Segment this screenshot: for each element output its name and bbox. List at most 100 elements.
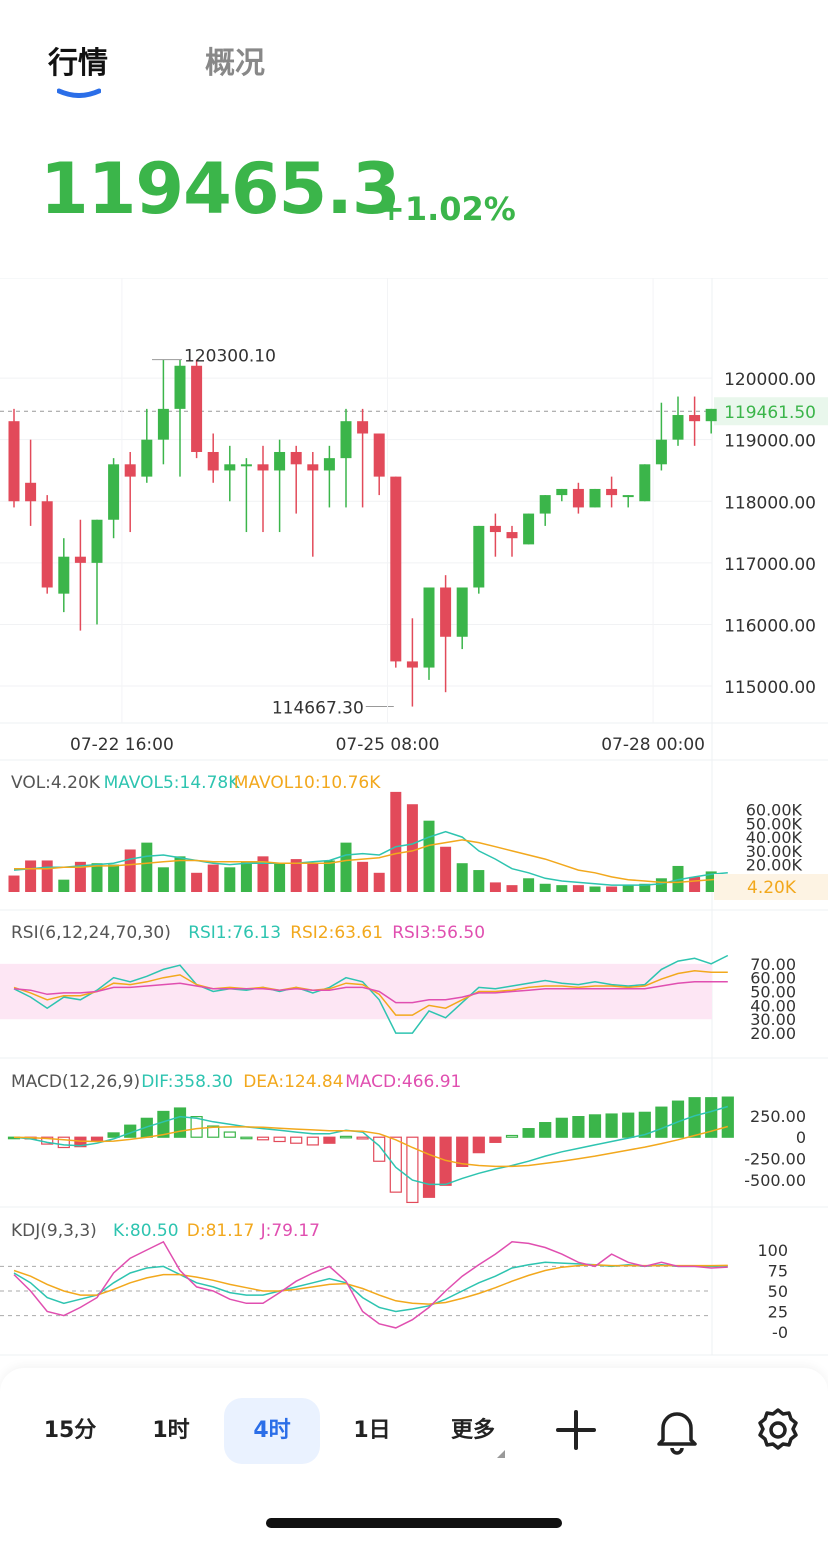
- volume-bar: [274, 863, 286, 892]
- candle-body: [406, 661, 418, 668]
- y-tick-label: -500.00: [744, 1171, 806, 1190]
- period-15m[interactable]: 15分: [43, 1418, 97, 1443]
- candle-body: [224, 464, 236, 471]
- candle-body: [124, 464, 136, 477]
- macd-histogram-bar: [240, 1136, 253, 1140]
- candle-body: [91, 519, 103, 563]
- y-tick-label: 120000.00: [724, 370, 816, 390]
- candle-body: [622, 495, 634, 498]
- macd-histogram-bar: [456, 1136, 469, 1167]
- macd-histogram-bar: [539, 1122, 552, 1138]
- candle-body: [572, 488, 584, 508]
- candle-body: [323, 458, 335, 471]
- macd-histogram-bar: [522, 1128, 535, 1138]
- period-1h[interactable]: 1时: [152, 1418, 190, 1443]
- macd-label: MACD(12,26,9): [11, 1072, 140, 1092]
- volume-bar: [655, 878, 667, 892]
- mavol5-line: [13, 830, 728, 886]
- period-more[interactable]: 更多: [450, 1418, 495, 1443]
- candle-body: [606, 488, 618, 496]
- macd-histogram-bar: [655, 1106, 668, 1138]
- gear-icon[interactable]: [750, 1402, 806, 1458]
- j-label: J:79.17: [260, 1221, 320, 1241]
- candle-body: [141, 439, 153, 477]
- volume-bar: [124, 849, 136, 892]
- candle-body: [58, 556, 70, 594]
- y-tick-label: 50.00K: [746, 814, 803, 833]
- y-tick-label: 50: [768, 1282, 788, 1301]
- period-1d[interactable]: 1日: [353, 1418, 391, 1443]
- dif-line: [13, 1105, 729, 1186]
- macd-histogram-bar: [157, 1110, 170, 1138]
- last-price: 119465.3: [40, 148, 401, 230]
- volume-bar: [489, 882, 501, 892]
- candle-body: [456, 587, 468, 637]
- volume-bar: [705, 871, 717, 892]
- add-icon[interactable]: [548, 1402, 604, 1458]
- macd-histogram-bar: [671, 1100, 685, 1138]
- candle-body: [473, 525, 485, 588]
- y-tick-label: 115000.00: [724, 678, 816, 698]
- macd-histogram-bar: [588, 1114, 602, 1138]
- volume-bar: [440, 846, 452, 892]
- volume-bar: [141, 842, 153, 892]
- y-tick-label: 70.00: [750, 955, 796, 974]
- volume-bar: [390, 791, 402, 892]
- macd-histogram-bar: [207, 1125, 220, 1138]
- macd-histogram-bar: [721, 1096, 734, 1138]
- mavol10-label: MAVOL10:10.76K: [234, 773, 381, 793]
- price-change-pct: +1.02%: [378, 190, 516, 228]
- macd-histogram-bar: [290, 1136, 303, 1144]
- j-line: [13, 1240, 728, 1329]
- volume-bar: [8, 875, 20, 892]
- candle-body: [157, 408, 169, 440]
- period-4h[interactable]: 4时: [224, 1398, 320, 1464]
- y-tick-label: 118000.00: [724, 493, 816, 513]
- volume-bar: [589, 886, 601, 892]
- candle-body: [705, 408, 717, 422]
- bell-icon[interactable]: [649, 1402, 705, 1458]
- candle-body: [191, 365, 203, 452]
- tab-active-indicator: [57, 88, 101, 98]
- volume-bar: [74, 861, 86, 892]
- macd-histogram-bar: [339, 1135, 353, 1139]
- candle-body: [174, 365, 186, 409]
- candle-body: [74, 556, 86, 563]
- k-label: K:80.50: [113, 1221, 179, 1241]
- volume-bar: [523, 878, 535, 892]
- volume-bar: [191, 872, 203, 892]
- dif-label: DIF:358.30: [141, 1072, 233, 1092]
- y-tick-label: -250.00: [744, 1150, 806, 1169]
- macd-histogram-bar: [572, 1116, 585, 1138]
- rsi1-label: RSI1:76.13: [188, 923, 281, 943]
- y-tick-label: 119000.00: [724, 432, 816, 452]
- dea-label: DEA:124.84: [243, 1072, 343, 1092]
- rsi3-label: RSI3:56.50: [392, 923, 485, 943]
- tab-market[interactable]: 行情: [48, 46, 108, 81]
- macd-histogram-bar: [323, 1136, 336, 1144]
- candle-body: [539, 495, 551, 514]
- macd-histogram-bar: [472, 1136, 485, 1154]
- volume-bar: [340, 842, 352, 892]
- rsi-band: [0, 963, 712, 1020]
- volume-bar: [689, 876, 701, 892]
- volume-bar: [423, 820, 435, 892]
- volume-label: VOL:4.20K: [11, 773, 101, 793]
- candle-body: [340, 421, 352, 459]
- candle-body: [240, 464, 252, 467]
- candle-body: [274, 451, 286, 471]
- current-volume-tag: [714, 874, 828, 900]
- volume-bar: [25, 860, 37, 892]
- candle-body: [672, 415, 684, 440]
- y-tick-label: 60.00: [750, 969, 796, 988]
- kline-chart[interactable]: 120000.00 119000.00 118000.00 117000.00 1160…: [0, 278, 828, 1363]
- volume-bar: [174, 856, 186, 892]
- y-tick-label: 250.00: [750, 1107, 806, 1126]
- macd-histogram-bar: [173, 1107, 187, 1138]
- rsi-label: RSI(6,12,24,70,30): [11, 923, 171, 943]
- rsi1-line: [13, 954, 729, 1034]
- tab-overview[interactable]: 概况: [205, 46, 265, 81]
- rsi2-label: RSI2:63.61: [290, 923, 383, 943]
- macd-histogram-bar: [705, 1097, 718, 1138]
- candle-body: [523, 513, 535, 545]
